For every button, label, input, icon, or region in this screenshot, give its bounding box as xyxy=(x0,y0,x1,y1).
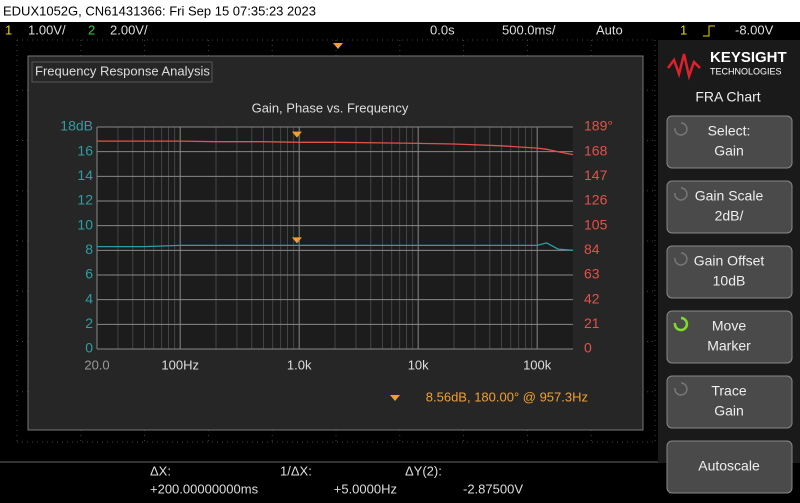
y-tick-label: 2 xyxy=(85,315,93,331)
y-tick-label: 4 xyxy=(85,290,93,306)
y-tick-label: 18dB xyxy=(60,118,93,134)
header-bar xyxy=(0,0,800,22)
y2-tick-label: 0 xyxy=(584,340,592,356)
trigger-position xyxy=(333,43,343,49)
softkey-value: Gain xyxy=(714,143,744,159)
plot: 20.0 100Hz 1.0k 10k 100k 0 2 4 6 8 10 12 14 16 18dB 0 21… xyxy=(60,118,613,405)
y2-tick-label: 63 xyxy=(584,266,600,282)
y2-tick-label: 105 xyxy=(584,216,608,232)
marker-legend-icon xyxy=(390,395,400,401)
y-tick-label: 16 xyxy=(77,142,93,158)
trigger-mode: Auto xyxy=(596,22,623,37)
logo-brand: KEYSIGHT xyxy=(710,49,787,66)
y2-tick-label: 21 xyxy=(584,315,600,331)
x-tick-label: 100Hz xyxy=(161,357,199,372)
logo-icon xyxy=(667,53,701,81)
timebase: 500.0ms/ xyxy=(502,22,556,37)
y-tick-label: 12 xyxy=(77,192,93,208)
y2-tick-label: 126 xyxy=(584,192,608,208)
trigger-level: -8.00V xyxy=(735,22,774,37)
ch2-number: 2 xyxy=(88,22,95,37)
softkey-label: Move xyxy=(712,318,746,334)
x-tick-label: 100k xyxy=(523,357,552,372)
softkey-knob-icon xyxy=(673,316,689,332)
softkey[interactable] xyxy=(666,440,793,494)
softkey-value: Marker xyxy=(707,338,751,354)
inv-label: 1/ΔX: xyxy=(280,463,312,478)
y-tick-label: 8 xyxy=(85,241,93,257)
marker-gain xyxy=(291,237,302,244)
softkey-knob-icon xyxy=(674,252,688,266)
y2-tick-label: 168 xyxy=(584,142,608,158)
softkey[interactable] xyxy=(666,115,793,169)
softkey[interactable] xyxy=(666,180,793,234)
y-tick-label: 6 xyxy=(85,266,93,282)
trigger-icon xyxy=(703,25,715,37)
chart-title: Gain, Phase vs. Frequency xyxy=(252,100,409,115)
delay: 0.0s xyxy=(430,22,455,37)
softkey[interactable] xyxy=(666,245,793,299)
y2-tick-label: 147 xyxy=(584,167,608,183)
softkey[interactable] xyxy=(666,310,793,364)
x-tick-label: 20.0 xyxy=(84,357,109,372)
dx-label: ΔX: xyxy=(150,463,171,478)
ch1-number: 1 xyxy=(5,22,12,37)
softkey-label: Select: xyxy=(708,123,751,139)
header-title: EDUX1052G, CN61431366: Fri Sep 15 07:35:… xyxy=(3,3,316,18)
ch1-scale: 1.00V/ xyxy=(28,22,66,37)
menu-title: FRA Chart xyxy=(695,89,760,105)
y2-tick-label: 84 xyxy=(584,241,600,257)
marker-readout: 8.56dB, 180.00° @ 957.3Hz xyxy=(426,389,588,404)
softkey-knob-icon xyxy=(674,187,688,201)
y-tick-label: 0 xyxy=(85,340,93,356)
softkey-value: 2dB/ xyxy=(715,208,744,224)
y-tick-label: 14 xyxy=(77,167,93,183)
softkey-label: Trace xyxy=(711,383,746,399)
y-tick-label: 10 xyxy=(77,216,93,232)
series-line xyxy=(97,140,574,156)
window-title-box xyxy=(31,61,213,83)
inv-value: +5.0000Hz xyxy=(334,481,397,496)
softkey-label: Autoscale xyxy=(698,458,760,474)
softkey-value: Gain xyxy=(714,403,744,419)
dy-label: ΔY(2): xyxy=(405,463,442,478)
dy-value: -2.87500V xyxy=(463,481,523,496)
ch2-scale: 2.00V/ xyxy=(110,22,148,37)
softkey-label: Gain Scale xyxy=(695,188,764,204)
x-tick-label: 10k xyxy=(408,357,429,372)
series-line xyxy=(97,242,574,251)
x-tick-label: 1.0k xyxy=(287,357,312,372)
softkeys: Select: Gain Gain Scale 2dB/Gain Offset 10dB… xyxy=(666,115,793,494)
softkey-label: Gain Offset xyxy=(694,253,765,269)
y2-tick-label: 189° xyxy=(584,118,613,134)
softkey-knob-icon xyxy=(674,122,688,136)
marker-phase xyxy=(291,131,302,138)
softkey-knob-icon xyxy=(674,382,688,396)
softkey[interactable] xyxy=(666,375,793,429)
dx-value: +200.00000000ms xyxy=(150,481,259,496)
y2-tick-label: 42 xyxy=(584,290,600,306)
softkey-value: 10dB xyxy=(713,273,746,289)
trigger-source: 1 xyxy=(680,22,687,37)
logo-sub: TECHNOLOGIES xyxy=(710,66,782,76)
window-title: Frequency Response Analysis xyxy=(35,63,210,78)
